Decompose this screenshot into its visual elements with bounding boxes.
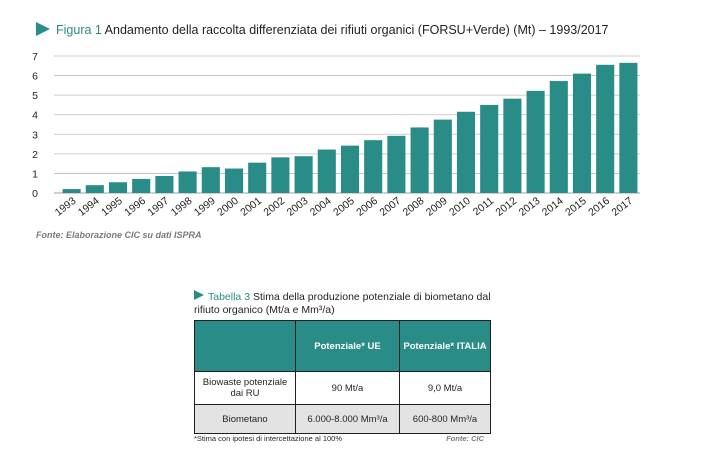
x-tick-label: 2000	[215, 195, 241, 219]
bar	[572, 73, 592, 193]
bar	[619, 62, 638, 193]
table-cell: 6.000-8.000 Mm³/a	[295, 404, 400, 434]
biomethane-table: Potenziale* UE Potenziale* ITALIA Biowas…	[194, 320, 491, 434]
y-tick-label: 2	[32, 149, 38, 161]
bar	[62, 189, 81, 193]
bar	[108, 182, 128, 193]
bar	[410, 127, 429, 193]
arrow-icon	[36, 22, 50, 36]
bar	[364, 140, 383, 193]
y-tick-label: 3	[32, 129, 38, 141]
table-header-cell: Potenziale* UE	[295, 320, 400, 372]
table-cell: 600-800 Mm³/a	[399, 404, 491, 434]
x-tick-label: 2013	[517, 195, 543, 219]
bar	[503, 98, 522, 193]
bar	[132, 178, 151, 193]
table-label: Tabella 3	[208, 291, 251, 303]
x-tick-label: 1995	[99, 195, 125, 219]
x-tick-label: 2015	[563, 195, 589, 219]
bar	[248, 162, 267, 193]
figure-title: Figura 1 Andamento della raccolta differ…	[36, 22, 609, 38]
x-tick-label: 1993	[53, 195, 79, 219]
x-tick-label: 2003	[285, 195, 311, 219]
bar	[340, 145, 360, 193]
table-title-text: Stima della produzione potenziale di bio…	[194, 291, 491, 316]
table-source: Fonte: CIC	[446, 434, 484, 443]
bar	[294, 156, 313, 193]
figure-title-text: Andamento della raccolta differenziata d…	[104, 23, 609, 37]
table-header-cell: Potenziale* ITALIA	[399, 320, 491, 372]
arrow-icon	[194, 290, 204, 300]
y-tick-label: 1	[32, 168, 38, 180]
bar	[224, 168, 244, 193]
x-tick-label: 2004	[308, 195, 334, 219]
x-tick-label: 2002	[261, 195, 287, 219]
bar	[155, 175, 174, 193]
bar	[271, 157, 290, 193]
table-footnote: *Stima con ipotesi di intercettazione al…	[194, 434, 492, 443]
table-header-row: Potenziale* UE Potenziale* ITALIA	[194, 320, 491, 372]
x-tick-label: 1999	[192, 195, 218, 219]
x-tick-label: 2007	[377, 195, 403, 219]
bar	[480, 104, 499, 193]
bar	[526, 90, 545, 193]
x-tick-label: 1994	[76, 195, 102, 219]
bar	[433, 119, 452, 193]
x-tick-label: 2008	[401, 195, 427, 219]
bar	[549, 81, 568, 193]
x-tick-label: 2011	[471, 195, 496, 218]
x-tick-label: 2010	[447, 195, 473, 219]
table-row: Biometano 6.000-8.000 Mm³/a 600-800 Mm³/…	[194, 404, 491, 434]
y-tick-label: 5	[32, 90, 38, 102]
x-tick-label: 2009	[424, 195, 450, 219]
x-tick-label: 2005	[331, 195, 357, 219]
table-cell: Biowaste potenziale dai RU	[194, 371, 296, 405]
table-row: Biowaste potenziale dai RU 90 Mt/a 9,0 M…	[194, 371, 491, 405]
table-header-cell	[194, 320, 296, 372]
x-tick-label: 2012	[493, 195, 519, 219]
table-cell: Biometano	[194, 404, 296, 434]
table-title: Tabella 3 Stima della produzione potenzi…	[194, 290, 514, 317]
bar	[85, 185, 104, 193]
x-tick-label: 1998	[169, 195, 195, 219]
bar	[387, 135, 406, 193]
bar	[317, 149, 336, 193]
x-tick-label: 2016	[586, 195, 612, 219]
x-tick-label: 1997	[145, 195, 171, 219]
bar	[178, 171, 197, 193]
x-tick-label: 2006	[354, 195, 380, 219]
bar-chart: 0 1 2 3 4 5 6 7 19931994199519961997199819992000…	[32, 51, 640, 219]
table-note: *Stima con ipotesi di intercettazione al…	[194, 434, 343, 443]
bar	[201, 167, 220, 193]
x-tick-label: 2014	[540, 195, 566, 219]
x-tick-label: 1996	[122, 195, 148, 219]
bar	[456, 111, 476, 193]
figure-source: Fonte: Elaborazione CIC su dati ISPRA	[36, 230, 202, 240]
x-tick-label: 2017	[609, 195, 635, 219]
bar	[596, 64, 615, 193]
y-tick-label: 6	[32, 71, 38, 83]
table-cell: 90 Mt/a	[295, 371, 400, 405]
table-cell: 9,0 Mt/a	[399, 371, 491, 405]
figure-label: Figura 1	[56, 23, 102, 37]
y-tick-label: 7	[32, 51, 38, 63]
y-tick-label: 0	[32, 188, 38, 200]
y-tick-label: 4	[32, 110, 38, 122]
x-tick-label: 2001	[238, 195, 264, 219]
